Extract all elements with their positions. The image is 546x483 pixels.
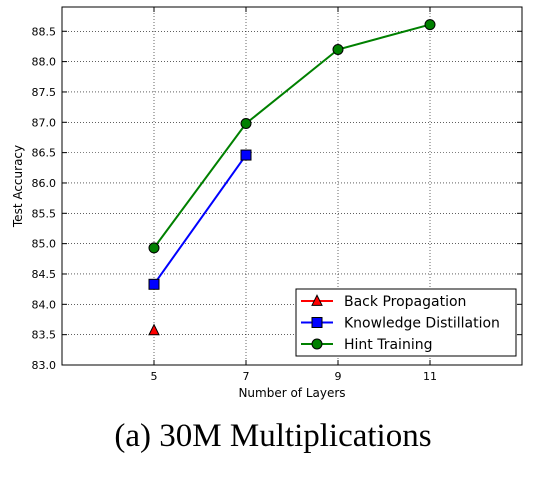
x-tick-label: 5 bbox=[151, 370, 158, 383]
y-tick-label: 88.0 bbox=[32, 56, 57, 69]
series-back-propagation bbox=[148, 323, 160, 336]
series-hint-training bbox=[148, 19, 436, 254]
x-tick-label: 7 bbox=[243, 370, 250, 383]
x-axis-label: Number of Layers bbox=[238, 386, 345, 400]
data-point bbox=[311, 294, 323, 306]
y-axis-label: Test Accuracy bbox=[11, 145, 25, 228]
legend-item: Knowledge Distillation bbox=[301, 316, 500, 332]
series-line bbox=[153, 23, 431, 249]
x-tick-label: 11 bbox=[423, 370, 437, 383]
y-tick-label: 87.5 bbox=[32, 86, 57, 99]
data-point bbox=[311, 317, 323, 328]
data-point bbox=[148, 278, 160, 290]
y-tick-label: 84.0 bbox=[32, 298, 57, 311]
legend: Back Propagation Knowledge Distillation Hi… bbox=[295, 288, 517, 357]
legend-item: Back Propagation bbox=[301, 294, 466, 310]
legend-label: Hint Training bbox=[344, 337, 432, 353]
y-tick-label: 83.0 bbox=[32, 359, 57, 372]
legend-item: Hint Training bbox=[301, 337, 432, 353]
plot-frame bbox=[61, 6, 523, 366]
axis-ticks: 83.0 83.5 84.0 84.5 85.0 85.5 86.0 86.5 87.0 87.5… bbox=[32, 7, 522, 383]
x-tick-label: 9 bbox=[335, 370, 342, 383]
y-tick-label: 86.0 bbox=[32, 177, 57, 190]
data-point bbox=[148, 323, 160, 336]
data-point bbox=[148, 242, 160, 254]
line-chart: 83.0 83.5 84.0 84.5 85.0 85.5 86.0 86.5 87.0 87.5… bbox=[11, 6, 523, 400]
y-tick-label: 87.0 bbox=[32, 116, 57, 129]
legend-label: Back Propagation bbox=[344, 294, 466, 310]
legend-label: Knowledge Distillation bbox=[344, 316, 500, 332]
y-tick-label: 83.5 bbox=[32, 329, 57, 342]
y-tick-label: 86.5 bbox=[32, 147, 57, 160]
y-tick-label: 85.5 bbox=[32, 207, 57, 220]
figure-caption: (a) 30M Multiplications bbox=[114, 418, 432, 454]
y-tick-label: 88.5 bbox=[32, 25, 57, 38]
series-line bbox=[153, 154, 247, 285]
data-point bbox=[332, 43, 344, 55]
series-knowledge-distillation bbox=[148, 149, 252, 290]
data-point bbox=[240, 118, 252, 130]
y-tick-label: 84.5 bbox=[32, 268, 57, 281]
data-point bbox=[424, 19, 436, 31]
data-point bbox=[311, 338, 323, 350]
y-tick-label: 85.0 bbox=[32, 238, 57, 251]
data-point bbox=[240, 149, 252, 161]
series-layer bbox=[148, 19, 436, 336]
